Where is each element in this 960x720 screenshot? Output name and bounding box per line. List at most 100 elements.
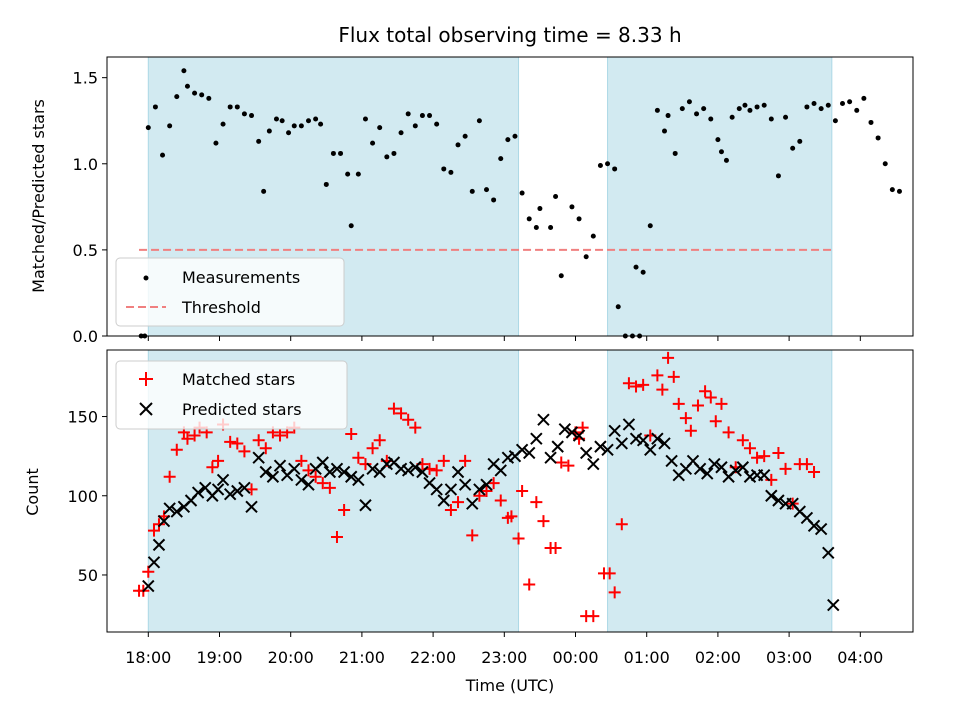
measurement-point: [583, 254, 589, 260]
measurement-point: [694, 111, 700, 117]
measurement-point: [384, 154, 390, 160]
predicted-star-point: [273, 459, 287, 472]
measurement-point: [484, 187, 490, 193]
predicted-star-point: [551, 440, 564, 453]
measurement-point: [576, 216, 582, 222]
matched-star-point: [523, 578, 536, 591]
predicted-star-point: [622, 418, 636, 431]
measurement-point: [291, 123, 297, 129]
measurement-point: [736, 106, 742, 112]
measurement-point: [184, 83, 190, 89]
measurement-point: [672, 150, 678, 156]
x-tick-label: 22:00: [410, 648, 456, 667]
measurement-point: [597, 163, 603, 168]
predicted-star-point: [494, 464, 507, 477]
matched-star-point: [295, 454, 308, 467]
predicted-star-point: [572, 429, 586, 442]
predicted-star-point: [238, 481, 251, 495]
predicted-star-point: [259, 465, 272, 479]
measurement-point: [370, 140, 376, 146]
matched-star-point: [163, 470, 176, 483]
measurement-point: [167, 123, 173, 129]
matched-star-point: [512, 532, 525, 545]
predicted-star-point: [530, 432, 543, 445]
measurement-point: [558, 273, 564, 279]
predicted-star-point: [693, 462, 707, 476]
matched-star-point: [444, 504, 457, 517]
predicted-star-point: [323, 465, 337, 479]
bottom-x-ticks: 18:00 19:00 20:00 21:00 22:00 23:00 00:00 01:00…: [125, 632, 883, 667]
predicted-star-point: [401, 464, 415, 477]
matched-star-point: [274, 429, 287, 442]
predicted-star-point: [211, 483, 225, 496]
x-tick-label: 19:00: [196, 648, 242, 667]
measurement-point: [747, 107, 753, 113]
measurement-point: [654, 107, 660, 113]
measurement-point: [519, 190, 525, 196]
matched-star-point: [637, 378, 650, 391]
predicted-star-point: [644, 443, 657, 457]
measurement-point: [590, 233, 596, 239]
matched-star-point: [736, 434, 749, 447]
bottom-legend-box: [115, 360, 348, 430]
measurement-point: [398, 130, 404, 136]
matched-star-point: [722, 426, 735, 439]
measurement-point: [861, 95, 867, 101]
matched-star-point: [630, 380, 643, 393]
predicted-star-point: [288, 462, 301, 476]
top-y-tick-label: 0.5: [73, 241, 98, 260]
matched-star-point: [366, 442, 379, 455]
measurement-point: [512, 133, 518, 139]
matched-star-point: [662, 351, 675, 364]
matched-star-point: [430, 464, 443, 477]
measurement-point: [537, 206, 543, 212]
measurement-point: [455, 142, 461, 148]
matched-star-point: [231, 437, 244, 450]
predicted-star-point: [765, 489, 778, 502]
top-y-axis-label: Matched/Predicted stars: [29, 99, 48, 293]
measurement-point: [174, 94, 180, 100]
predicted-star-point: [480, 478, 493, 491]
measurement-point: [647, 223, 653, 229]
predicted-star-point: [827, 598, 840, 612]
measurement-point: [220, 121, 226, 127]
measurement-point: [469, 188, 475, 194]
matched-star-point: [615, 518, 628, 531]
measurement-point: [768, 116, 774, 122]
measurement-point: [548, 225, 554, 230]
measurement-point: [427, 113, 433, 119]
matched-star-point: [459, 454, 472, 467]
measurement-point: [818, 106, 824, 112]
matched-star-point: [691, 399, 704, 412]
matched-star-point: [387, 402, 400, 415]
matched-star-point: [259, 442, 272, 455]
matched-star-point: [505, 510, 518, 523]
bottom-legend: Matched stars Predicted stars: [115, 360, 348, 430]
measurement-point: [662, 128, 668, 134]
x-axis-label: Time (UTC): [465, 676, 554, 695]
matched-star-point: [758, 450, 771, 463]
measurement-point: [701, 106, 707, 112]
measurement-point: [419, 113, 425, 119]
top-axes-frame: [106, 56, 914, 337]
measurement-point: [640, 269, 646, 275]
predicted-star-point: [558, 423, 572, 436]
measurement-point: [286, 130, 292, 136]
predicted-star-point: [163, 502, 176, 515]
matched-star-point: [206, 461, 219, 474]
top-x-ticks: [147, 336, 861, 341]
measurement-point: [362, 116, 368, 122]
measurement-point: [889, 187, 895, 193]
matched-star-point: [487, 477, 500, 490]
measurement-point: [729, 114, 735, 120]
matched-star-point: [142, 565, 155, 578]
measurement-point: [854, 107, 860, 113]
measurement-point: [840, 101, 846, 106]
top-y-tick-label: 1.5: [73, 69, 98, 88]
predicted-star-point: [729, 464, 742, 477]
matched-star-point: [245, 483, 258, 496]
predicted-star-point: [473, 483, 486, 496]
predicted-star-point: [544, 451, 557, 464]
measurement-point: [476, 118, 482, 124]
measurement-point: [355, 171, 361, 177]
